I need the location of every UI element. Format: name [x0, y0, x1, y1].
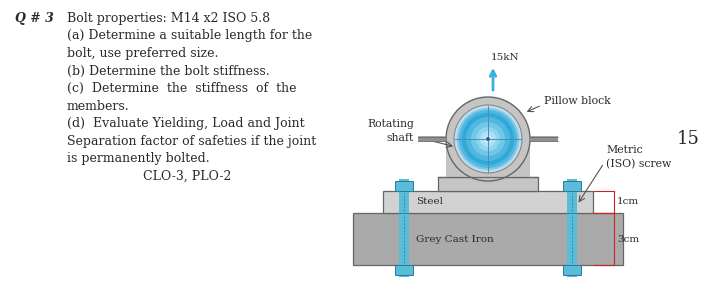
Circle shape: [466, 117, 510, 161]
FancyBboxPatch shape: [438, 177, 538, 191]
Text: Bolt properties: M14 x2 ISO 5.8: Bolt properties: M14 x2 ISO 5.8: [67, 12, 270, 25]
Text: CLO-3, PLO-2: CLO-3, PLO-2: [143, 170, 231, 183]
Circle shape: [486, 137, 490, 141]
FancyBboxPatch shape: [563, 265, 581, 275]
Text: Pillow block: Pillow block: [544, 96, 611, 106]
Circle shape: [455, 106, 521, 172]
Text: Rotating
shaft: Rotating shaft: [367, 119, 414, 143]
FancyBboxPatch shape: [446, 131, 530, 177]
Text: Separation factor of safeties if the joint: Separation factor of safeties if the joi…: [67, 134, 316, 147]
FancyBboxPatch shape: [353, 213, 623, 265]
Circle shape: [480, 131, 496, 147]
FancyBboxPatch shape: [395, 265, 413, 275]
FancyBboxPatch shape: [567, 179, 577, 277]
Text: 15: 15: [677, 130, 700, 148]
Text: (d)  Evaluate Yielding, Load and Joint: (d) Evaluate Yielding, Load and Joint: [67, 117, 305, 130]
Text: 3cm: 3cm: [617, 235, 639, 243]
Text: (a) Determine a suitable length for the: (a) Determine a suitable length for the: [67, 29, 312, 42]
Text: 1cm: 1cm: [617, 198, 639, 207]
Text: 15kN: 15kN: [491, 53, 520, 62]
Circle shape: [476, 127, 500, 151]
Text: members.: members.: [67, 100, 130, 113]
Circle shape: [446, 97, 530, 181]
Circle shape: [484, 135, 492, 143]
Text: is permanently bolted.: is permanently bolted.: [67, 152, 209, 165]
Circle shape: [459, 110, 517, 168]
FancyBboxPatch shape: [563, 181, 581, 191]
Text: Steel: Steel: [416, 198, 443, 207]
Text: Metric
(ISO) screw: Metric (ISO) screw: [606, 145, 671, 169]
FancyBboxPatch shape: [383, 191, 593, 213]
Circle shape: [462, 113, 514, 165]
Text: (b) Determine the bolt stiffness.: (b) Determine the bolt stiffness.: [67, 65, 269, 78]
Circle shape: [454, 105, 522, 173]
Circle shape: [457, 108, 519, 170]
Text: bolt, use preferred size.: bolt, use preferred size.: [67, 47, 218, 60]
Text: Grey Cast Iron: Grey Cast Iron: [416, 235, 494, 243]
Circle shape: [471, 122, 505, 156]
FancyBboxPatch shape: [395, 181, 413, 191]
FancyBboxPatch shape: [399, 179, 409, 277]
Text: (c)  Determine  the  stiffness  of  the: (c) Determine the stiffness of the: [67, 82, 297, 95]
Text: Q # 3: Q # 3: [15, 12, 54, 25]
